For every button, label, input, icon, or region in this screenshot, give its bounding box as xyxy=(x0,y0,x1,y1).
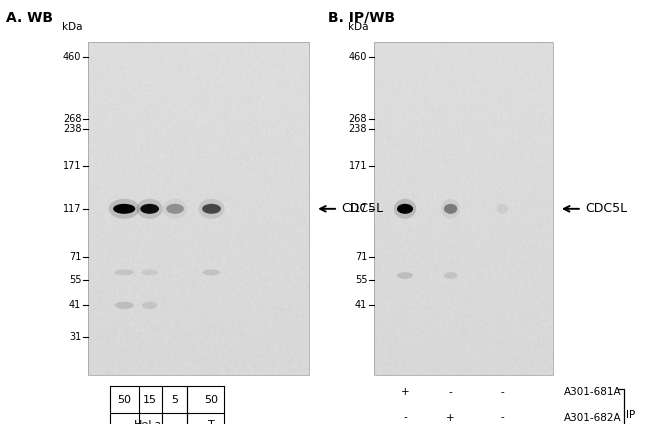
Text: 171: 171 xyxy=(63,161,81,170)
Ellipse shape xyxy=(136,199,162,219)
Ellipse shape xyxy=(166,204,184,214)
Text: -: - xyxy=(403,413,407,423)
Text: 15: 15 xyxy=(142,395,157,404)
Text: 50: 50 xyxy=(117,395,131,404)
Ellipse shape xyxy=(114,269,134,276)
Text: IP: IP xyxy=(626,410,635,420)
Text: 71: 71 xyxy=(69,252,81,262)
Text: A. WB: A. WB xyxy=(6,11,53,25)
Ellipse shape xyxy=(109,199,140,219)
Text: 268: 268 xyxy=(349,114,367,124)
Ellipse shape xyxy=(141,269,158,276)
Ellipse shape xyxy=(198,199,225,219)
Ellipse shape xyxy=(397,272,413,279)
Text: A301-681A: A301-681A xyxy=(564,387,622,397)
Text: 5: 5 xyxy=(172,395,179,404)
Bar xyxy=(88,42,309,375)
Text: A301-682A: A301-682A xyxy=(564,413,622,423)
Text: T: T xyxy=(208,420,215,424)
Text: 238: 238 xyxy=(63,124,81,134)
Text: 171: 171 xyxy=(349,161,367,170)
Ellipse shape xyxy=(444,272,458,279)
Ellipse shape xyxy=(202,204,221,214)
Ellipse shape xyxy=(441,199,460,219)
Text: 238: 238 xyxy=(349,124,367,134)
Text: 460: 460 xyxy=(349,53,367,62)
Text: 117: 117 xyxy=(349,204,367,214)
Text: +: + xyxy=(400,387,410,397)
Text: 50: 50 xyxy=(205,395,218,404)
Text: HeLa: HeLa xyxy=(134,420,162,424)
Text: 71: 71 xyxy=(355,252,367,262)
Text: CDC5L: CDC5L xyxy=(585,202,627,215)
Ellipse shape xyxy=(397,204,413,214)
Text: kDa: kDa xyxy=(348,22,369,32)
Text: 55: 55 xyxy=(355,275,367,285)
Bar xyxy=(374,42,552,375)
Text: kDa: kDa xyxy=(62,22,83,32)
Text: +: + xyxy=(447,413,455,423)
Text: 268: 268 xyxy=(63,114,81,124)
Text: 117: 117 xyxy=(63,204,81,214)
Text: -: - xyxy=(448,387,452,397)
Text: 55: 55 xyxy=(69,275,81,285)
Ellipse shape xyxy=(113,204,135,214)
Ellipse shape xyxy=(203,269,220,276)
Text: 41: 41 xyxy=(355,300,367,310)
Text: CDC5L: CDC5L xyxy=(341,202,383,215)
Text: 31: 31 xyxy=(69,332,81,342)
Text: -: - xyxy=(500,387,504,397)
Text: 41: 41 xyxy=(69,300,81,310)
Text: B. IP/WB: B. IP/WB xyxy=(328,11,395,25)
Text: -: - xyxy=(500,413,504,423)
Ellipse shape xyxy=(497,204,508,214)
Ellipse shape xyxy=(444,204,458,214)
Text: 460: 460 xyxy=(63,53,81,62)
Ellipse shape xyxy=(394,199,416,219)
Ellipse shape xyxy=(140,204,159,214)
Ellipse shape xyxy=(142,302,157,309)
Ellipse shape xyxy=(115,302,134,309)
